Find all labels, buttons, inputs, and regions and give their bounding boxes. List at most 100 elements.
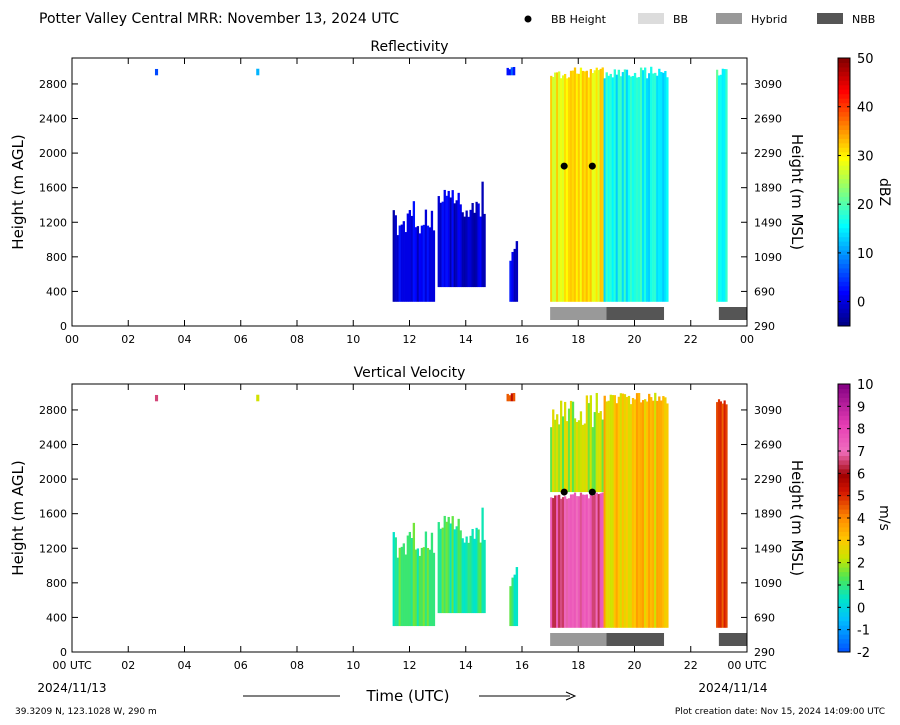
echo-column [565, 498, 569, 628]
echo-column [573, 67, 577, 302]
echo-column [426, 547, 430, 627]
echo-column [515, 241, 519, 302]
colorbar-segment [838, 647, 850, 653]
echo-column [607, 75, 610, 302]
echo-region [437, 507, 486, 614]
echo-column [461, 212, 464, 288]
echo-column [457, 518, 460, 614]
echo-column [449, 523, 452, 614]
x-tick-label: 00 UTC [727, 659, 767, 672]
echo-column [404, 554, 407, 627]
colorbar-tick-label: 40 [857, 101, 874, 116]
colorbar-segment [838, 540, 850, 546]
echo-column [611, 395, 614, 628]
echo-column [569, 494, 573, 628]
echo-column [562, 497, 565, 628]
echo-column [615, 74, 619, 302]
echo-column [439, 528, 442, 614]
echo-column [635, 77, 639, 302]
echo-column [599, 411, 602, 493]
echo-column [560, 498, 563, 628]
colorbar-tick-label: 50 [857, 52, 874, 67]
echo-column [623, 394, 627, 628]
colorbar-segment [838, 285, 850, 291]
echo-column [426, 225, 430, 302]
colorbar-segment [838, 98, 850, 104]
echo-column [256, 68, 260, 76]
colorbar-segment [838, 482, 850, 488]
echo-column [552, 409, 555, 493]
echo-column [477, 203, 480, 288]
echo-column [656, 75, 659, 302]
x-tick-label: 16 [515, 333, 529, 346]
echo-column [648, 73, 651, 302]
echo-column [660, 400, 663, 628]
date-right: 2024/11/14 [698, 681, 767, 695]
echo-column [406, 535, 409, 627]
echo-column [716, 402, 719, 628]
echo-column [467, 542, 470, 614]
echo-column [554, 72, 557, 302]
colorbar-segment [838, 598, 850, 604]
echo-column [725, 404, 728, 628]
echo-column [563, 401, 567, 493]
colorbar-segment [838, 464, 850, 470]
echo-column [597, 494, 600, 628]
echo-column [601, 67, 604, 302]
echo-column [410, 537, 414, 627]
bb-class-bar [550, 633, 607, 646]
x-tick-label: 02 [121, 659, 135, 672]
echo-column [587, 403, 591, 493]
echo-column [510, 393, 514, 402]
colorbar-segment [838, 303, 850, 309]
colorbar-segment [838, 589, 850, 595]
echo-region [716, 399, 728, 628]
echo-column [648, 393, 651, 628]
colorbar-segment [838, 241, 850, 247]
x-tick-label: 06 [234, 333, 248, 346]
x-tick-label: 12 [403, 659, 417, 672]
x-tick-label: 08 [290, 333, 304, 346]
echo-column [637, 393, 641, 628]
echo-column [475, 527, 478, 614]
echo-column [396, 235, 399, 302]
echo-column [621, 72, 625, 302]
colorbar-segment [838, 227, 850, 233]
echo-region [392, 522, 436, 627]
echo-column [593, 70, 596, 302]
echo-column [154, 394, 159, 402]
echo-column [654, 392, 657, 628]
x-tick-label: 10 [346, 333, 360, 346]
legend-label: NBB [852, 13, 875, 26]
echo-column [481, 181, 484, 288]
echo-column [449, 197, 452, 288]
y-tick-label: 1200 [39, 216, 67, 229]
colorbar-segment [838, 312, 850, 318]
echo-column [650, 66, 653, 302]
echo-column [437, 196, 440, 288]
colorbar-segment [838, 187, 850, 193]
colorbar-segment [838, 634, 850, 640]
x-tick-label: 20 [628, 659, 642, 672]
colorbar-segment [838, 272, 850, 278]
x-tick-label: 00 [65, 333, 79, 346]
echo-column [394, 537, 397, 627]
y-tick-label: 800 [46, 251, 67, 264]
echo-column [719, 401, 722, 628]
colorbar-tick-label: 2 [857, 557, 865, 572]
bb-height-marker [588, 488, 596, 496]
colorbar-segment [838, 151, 850, 157]
echo-column [506, 393, 509, 402]
echo-column [609, 73, 612, 302]
colorbar-segment [838, 433, 850, 439]
echo-column [408, 531, 412, 627]
y-tick-label: 2000 [39, 147, 67, 160]
colorbar-segment [838, 102, 850, 108]
echo-column [453, 529, 456, 614]
echo-column [725, 69, 728, 302]
colorbar: -2 -1 0 1 2 3 4 5 6 7 8 9 10 m/s [837, 378, 892, 661]
colorbar-tick-label: 6 [857, 467, 865, 482]
echo-column [477, 529, 480, 614]
echo-column [716, 69, 719, 302]
echo-column [619, 393, 623, 628]
